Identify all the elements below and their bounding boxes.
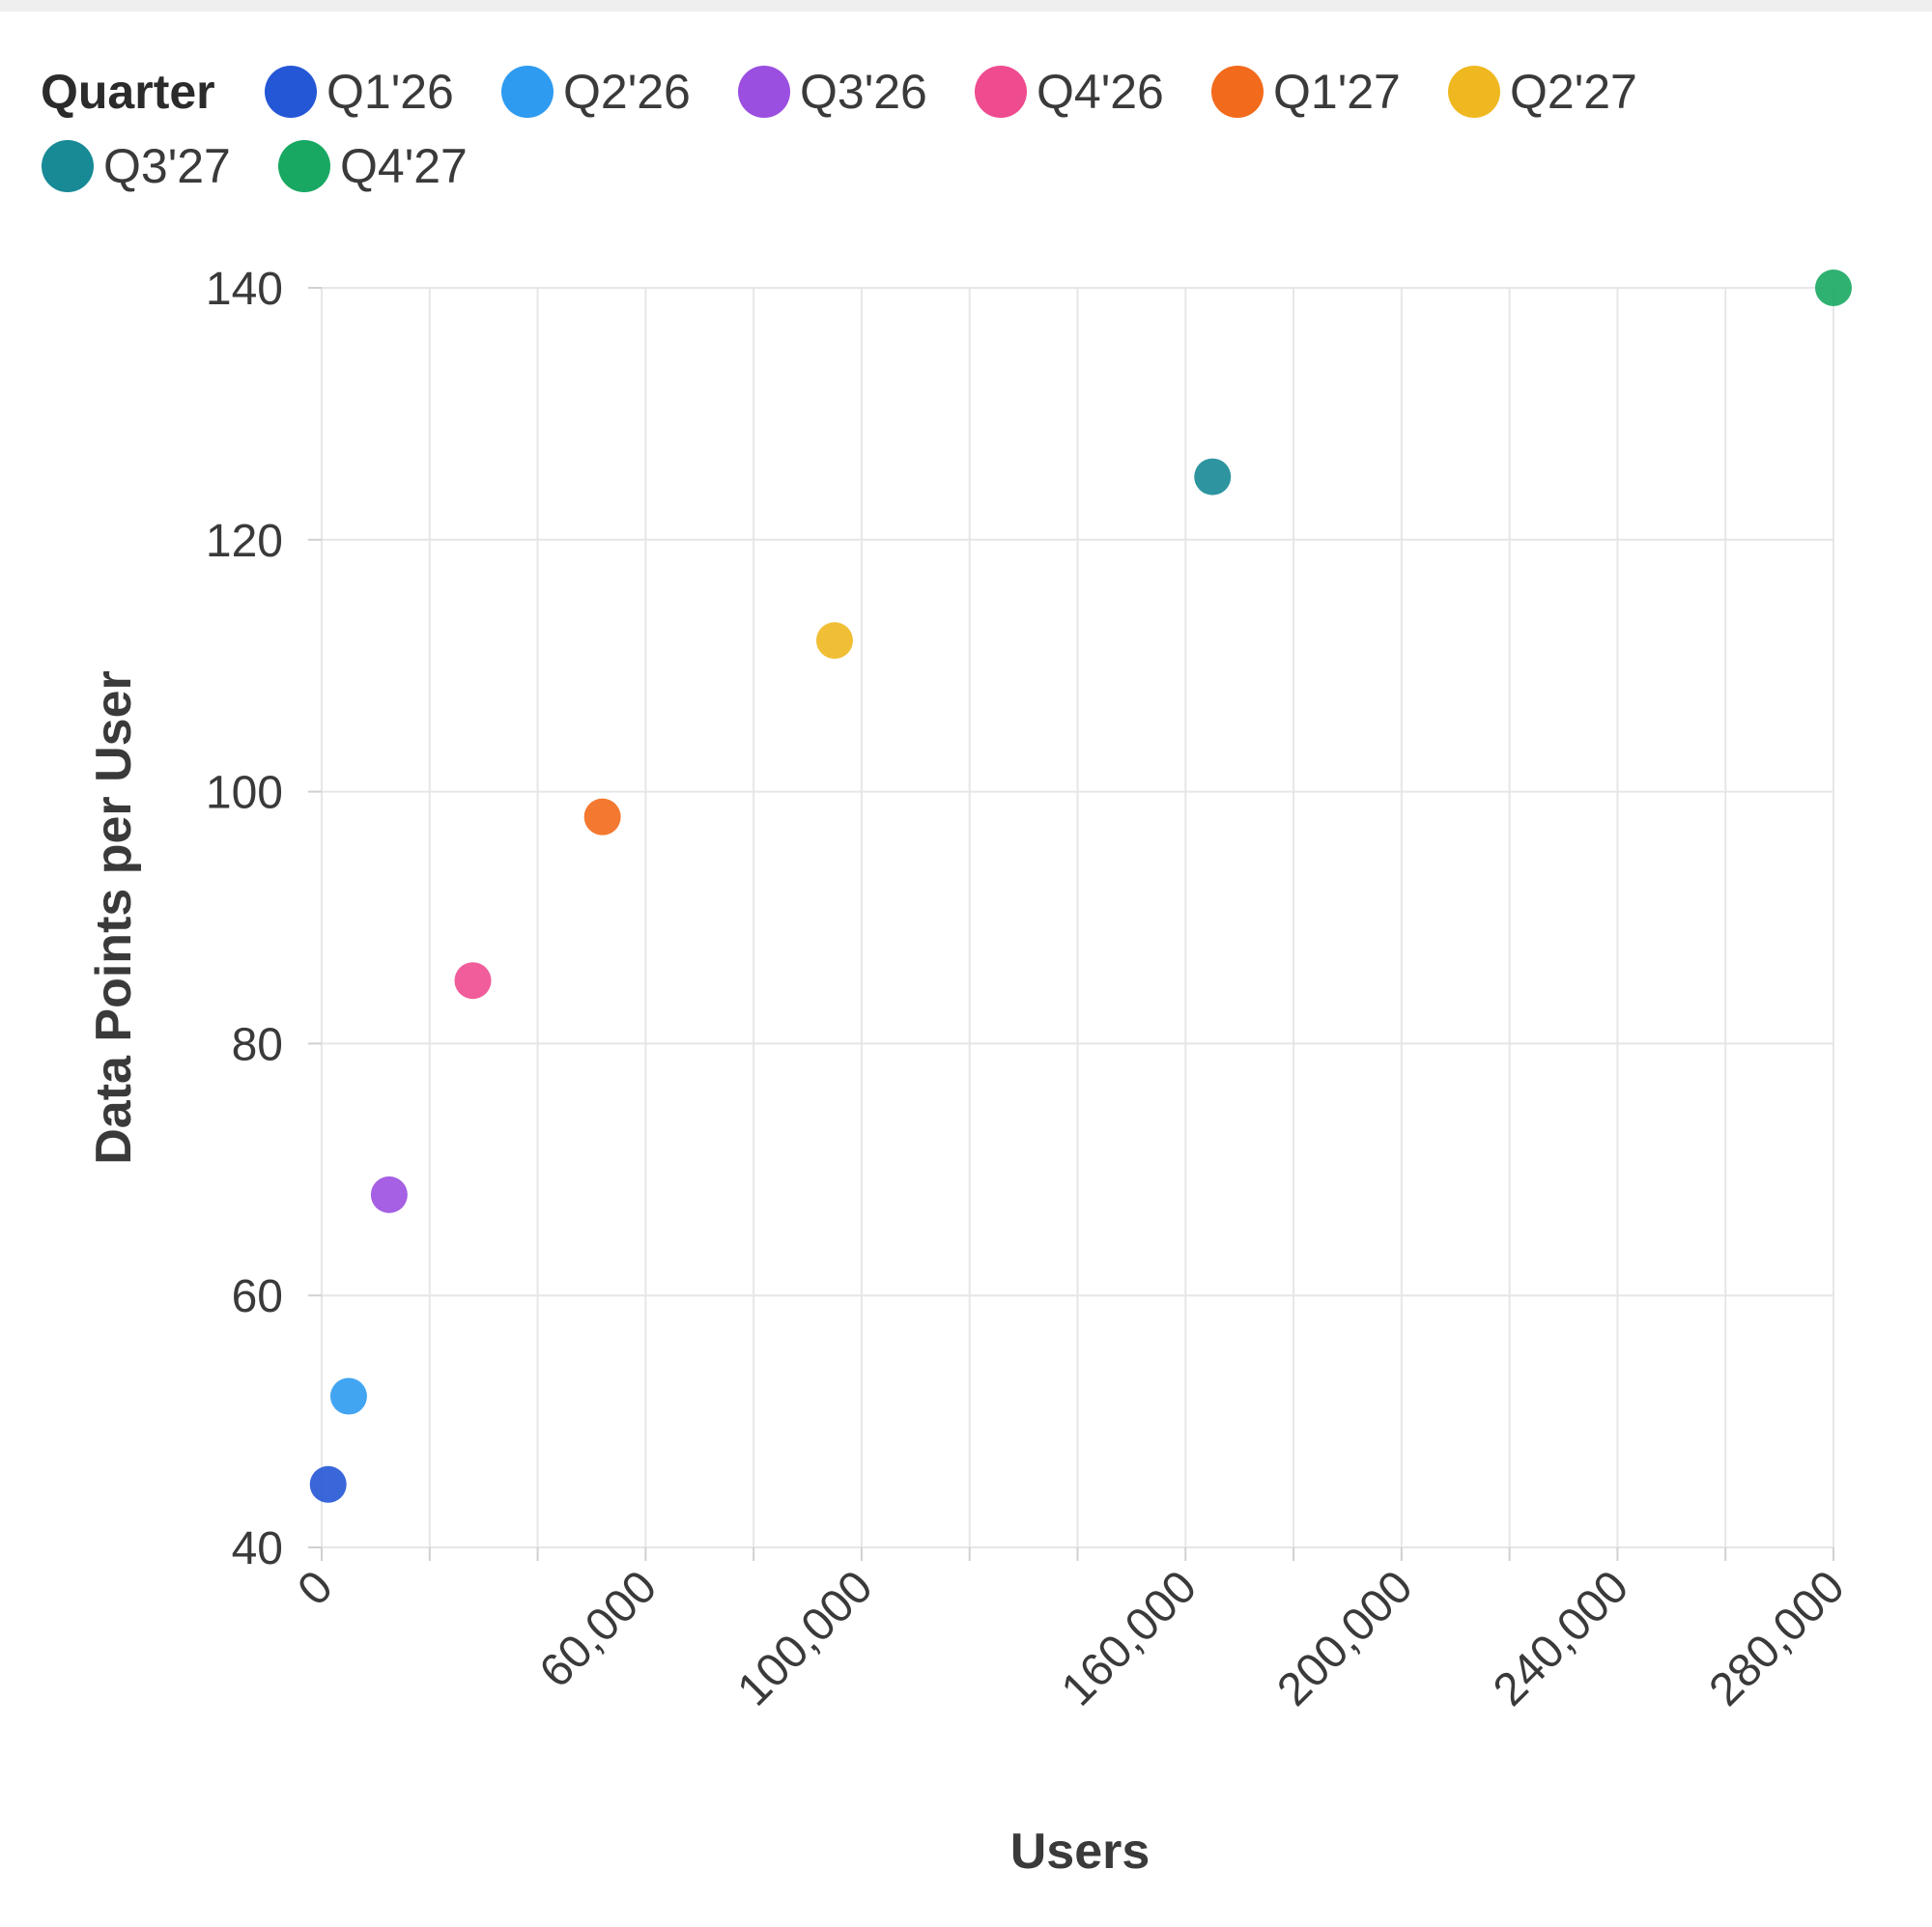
legend-label: Q2'26 bbox=[563, 65, 691, 119]
x-tick-label: 280,000 bbox=[1700, 1561, 1855, 1715]
data-point-q326: Q3'26 bbox=[370, 1176, 408, 1213]
y-tick-label: 60 bbox=[232, 1271, 283, 1322]
data-point-q427: Q4'27 bbox=[1815, 269, 1852, 306]
legend-label: Q3'27 bbox=[103, 139, 231, 193]
y-tick-label: 80 bbox=[232, 1019, 283, 1070]
legend-swatch-q326 bbox=[738, 66, 790, 118]
y-tick-label: 120 bbox=[206, 516, 283, 567]
x-axis-title: Users bbox=[1010, 1824, 1151, 1880]
data-point-q426: Q4'26 bbox=[454, 962, 492, 1000]
legend-label: Q2'27 bbox=[1510, 65, 1637, 119]
legend-label: Q4'27 bbox=[340, 139, 468, 193]
legend: Quarter Q1'26 Q2'26 Q3'26 Q4'26 Q1'27 Q2'27 Q3… bbox=[41, 65, 1637, 193]
legend-swatch-q126 bbox=[265, 66, 317, 118]
legend-swatch-q127 bbox=[1211, 66, 1264, 118]
data-point-q127: Q1'27 bbox=[583, 798, 621, 836]
x-tick-label: 60,000 bbox=[530, 1561, 667, 1697]
y-tick-label: 140 bbox=[206, 264, 283, 315]
x-tick-label: 160,000 bbox=[1052, 1561, 1207, 1715]
y-axis: 40 60 80 100 120 140 bbox=[206, 264, 322, 1574]
top-strip bbox=[0, 0, 1932, 12]
legend-label: Q1'26 bbox=[327, 65, 454, 119]
legend-swatch-q427 bbox=[278, 140, 330, 192]
legend-swatch-q426 bbox=[975, 66, 1027, 118]
legend-title: Quarter bbox=[41, 65, 215, 119]
x-tick-label: 200,000 bbox=[1267, 1561, 1422, 1715]
x-tick-label: 0 bbox=[288, 1561, 342, 1615]
y-tick-label: 40 bbox=[232, 1523, 283, 1574]
data-point-q226: Q2'26 bbox=[329, 1377, 367, 1415]
legend-swatch-q227 bbox=[1448, 66, 1500, 118]
data-point-q227: Q2'27 bbox=[815, 622, 853, 660]
legend-label: Q1'27 bbox=[1273, 65, 1401, 119]
legend-swatch-q226 bbox=[501, 66, 554, 118]
grid bbox=[321, 287, 1834, 1548]
x-tick-label: 240,000 bbox=[1484, 1561, 1638, 1715]
data-points: Q1'26 Q2'26 Q3'26 Q4'26 Q1'27 Q2'27 Q3'27 Q4'27 bbox=[309, 269, 1852, 1503]
data-point-q327: Q3'27 bbox=[1194, 458, 1232, 496]
legend-label: Q3'26 bbox=[800, 65, 927, 119]
x-axis: 0 60,000 100,000 160,000 200,000 240,000 280,0… bbox=[288, 1547, 1855, 1715]
legend-swatch-q327 bbox=[42, 140, 94, 192]
y-tick-label: 100 bbox=[206, 768, 283, 819]
data-point-q126: Q1'26 bbox=[309, 1465, 347, 1503]
y-axis-title: Data Points per User bbox=[86, 670, 142, 1165]
legend-label: Q4'26 bbox=[1037, 65, 1164, 119]
x-tick-label: 100,000 bbox=[728, 1561, 883, 1715]
